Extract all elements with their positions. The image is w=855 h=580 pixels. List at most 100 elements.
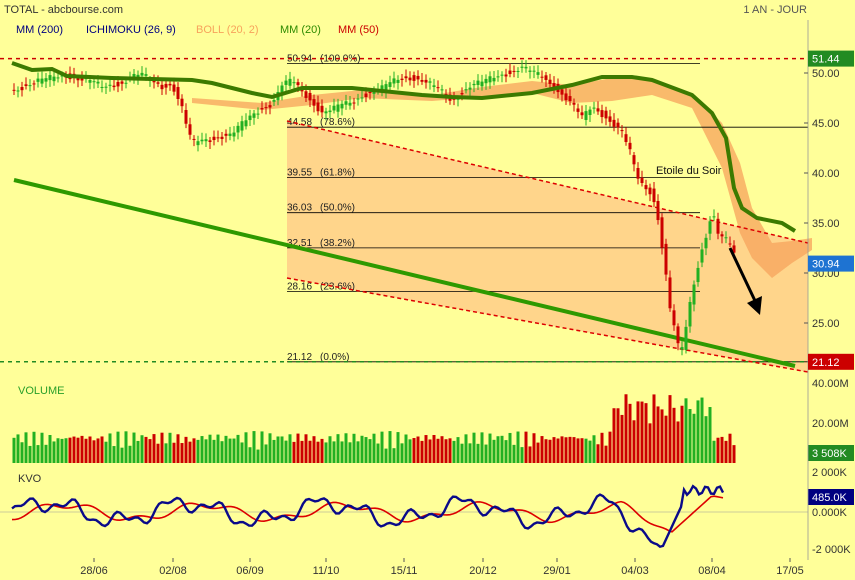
kvo-signal-line — [11, 495, 724, 533]
volume-bar — [376, 443, 380, 463]
candle-body — [216, 137, 220, 139]
fibonacci-level-value: 32.51 — [287, 238, 312, 249]
candle-body — [144, 74, 148, 76]
indicator-legend: MM (200) ICHIMOKU (26, 9) BOLL (20, 2) MM (… — [16, 24, 379, 36]
x-tick-label: 20/12 — [469, 565, 497, 577]
bearish-arrow-shaft — [728, 247, 759, 306]
volume-bar — [96, 438, 100, 463]
y-axis: 25.0030.0035.0040.0045.0050.0051.4430.94… — [804, 20, 854, 560]
volume-bar — [552, 437, 556, 463]
fibonacci-level-value: 36.03 — [287, 203, 312, 214]
candle-body — [36, 78, 40, 82]
volume-bar — [192, 438, 196, 463]
volume-bar — [556, 438, 560, 463]
volume-bar — [84, 438, 88, 463]
volume-bar — [92, 440, 96, 463]
candle-body — [668, 277, 672, 309]
volume-bar — [508, 432, 512, 463]
volume-bar — [472, 432, 476, 463]
candle-body — [480, 81, 484, 87]
candle-body — [32, 83, 36, 85]
volume-bar — [60, 438, 64, 463]
fibonacci-level-value: 21.12 — [287, 352, 312, 363]
volume-bar — [252, 431, 256, 463]
volume-bar — [80, 435, 84, 463]
volume-bar — [108, 433, 112, 463]
candle-body — [468, 87, 472, 90]
volume-bar — [708, 407, 712, 463]
volume-bar — [696, 400, 700, 463]
volume-bar — [620, 414, 624, 463]
candle-body — [196, 141, 200, 146]
volume-bar — [480, 432, 484, 463]
volume-bar — [588, 440, 592, 463]
volume-bar — [44, 444, 48, 463]
volume-bar — [100, 436, 104, 463]
volume-bar — [20, 442, 24, 463]
candle-body — [596, 108, 600, 112]
candle-body — [600, 110, 604, 118]
candle-body — [316, 102, 320, 112]
candle-body — [80, 77, 84, 81]
candle-body — [572, 102, 576, 105]
candle-body — [192, 138, 196, 140]
fibonacci-level-percent: (100.0%) — [320, 54, 361, 65]
candle-body — [584, 111, 588, 120]
candle-body — [88, 80, 92, 83]
volume-bar — [576, 438, 580, 463]
volume-bar — [592, 435, 596, 463]
volume-bar — [400, 443, 404, 463]
volume-bar — [300, 440, 304, 463]
volume-bar — [520, 447, 524, 463]
fibonacci-level-percent: (50.0%) — [320, 203, 355, 214]
candle-body — [644, 185, 648, 190]
legend-item: BOLL (20, 2) — [196, 24, 259, 36]
kvo-main-line — [11, 484, 725, 549]
volume-bar — [352, 433, 356, 463]
candle-body — [384, 84, 388, 92]
candle-body — [620, 130, 624, 132]
volume-bar — [484, 444, 488, 463]
volume-bar — [524, 431, 528, 463]
volume-bar — [208, 434, 212, 463]
x-tick-label: 02/08 — [159, 565, 187, 577]
candle-body — [172, 84, 176, 92]
price-panel: 50.94 (100.0%)44.58 (78.6%)39.55 (61.8%)36.… — [0, 54, 812, 373]
volume-bar — [236, 434, 240, 463]
volume-bar — [244, 432, 248, 463]
volume-bar — [168, 432, 172, 463]
volume-bar — [456, 437, 460, 463]
volume-bar — [676, 421, 680, 463]
volume-bar — [468, 443, 472, 463]
candle-body — [388, 82, 392, 87]
volume-bar — [656, 406, 660, 463]
candle-body — [60, 75, 64, 77]
candle-body — [288, 78, 292, 86]
candle-body — [124, 82, 128, 84]
candle-body — [352, 102, 356, 104]
x-tick-label: 15/11 — [391, 565, 418, 577]
candle-body — [248, 115, 252, 121]
volume-bar — [572, 437, 576, 463]
volume-bar — [52, 441, 56, 463]
volume-bar — [256, 449, 260, 463]
candle-body — [544, 75, 548, 80]
volume-bar — [204, 439, 208, 463]
candle-body — [580, 112, 584, 116]
volume-bar — [704, 416, 708, 463]
volume-bar — [152, 434, 156, 463]
candle-body — [156, 82, 160, 84]
candle-body — [688, 301, 692, 327]
candle-body — [120, 81, 124, 84]
volume-bar — [476, 443, 480, 463]
candle-body — [52, 76, 56, 82]
volume-bar — [412, 438, 416, 463]
volume-bar — [724, 440, 728, 463]
candle-body — [528, 70, 532, 72]
candle-body — [372, 91, 376, 94]
candle-body — [488, 76, 492, 83]
volume-title: VOLUME — [18, 385, 64, 397]
volume-bar — [284, 440, 288, 463]
volume-bar — [140, 435, 144, 463]
candle-body — [604, 110, 608, 119]
